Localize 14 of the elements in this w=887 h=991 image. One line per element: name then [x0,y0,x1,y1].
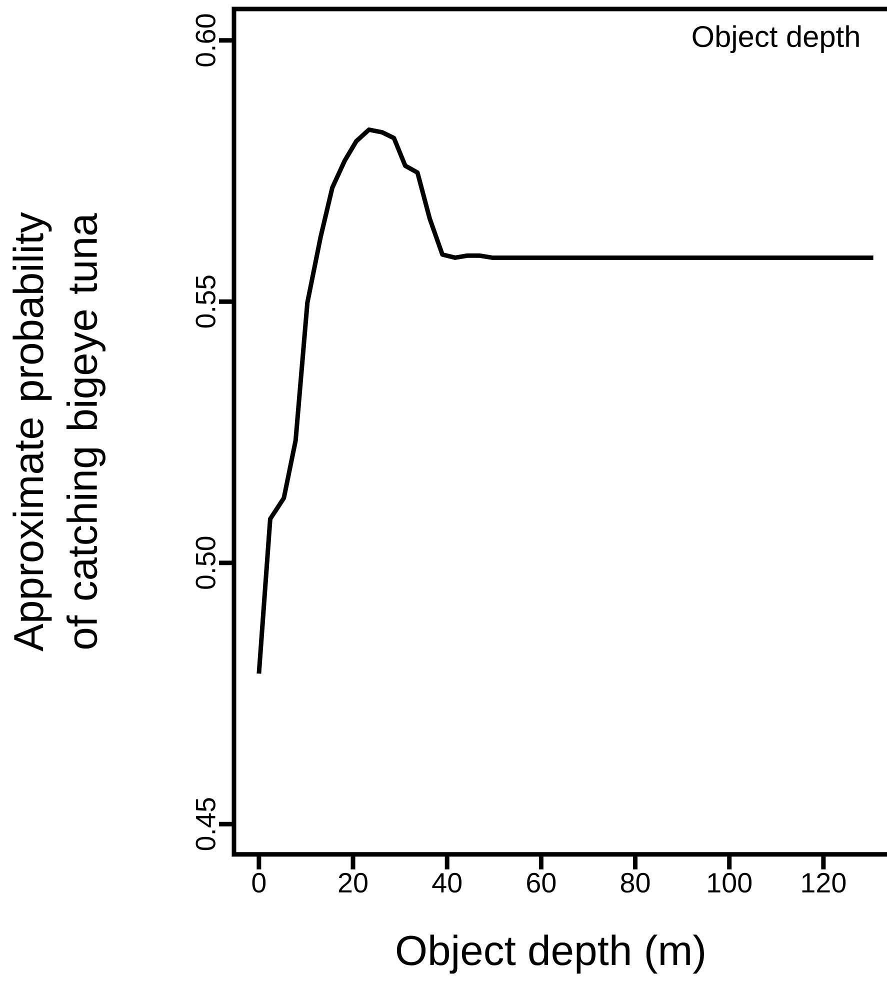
y-tick-label: 0.55 [196,276,216,328]
x-tick-label: 40 [432,872,462,893]
x-tick-label: 100 [708,872,752,893]
x-axis-title: Object depth (m) [396,934,704,974]
y-tick-label: 0.50 [196,536,216,589]
y-axis-title: Approximate probability of catching bigeye tuna [12,212,106,652]
x-tick-label: 120 [802,872,846,893]
annotation: Object depth [692,25,859,54]
x-tick-label: 0 [252,872,266,893]
x-tick-label: 60 [527,872,556,893]
y-tick-label: 0.45 [196,798,216,850]
x-tick-label: 80 [620,872,650,893]
x-tick-label: 20 [338,872,368,893]
y-tick-label: 0.60 [196,14,216,66]
